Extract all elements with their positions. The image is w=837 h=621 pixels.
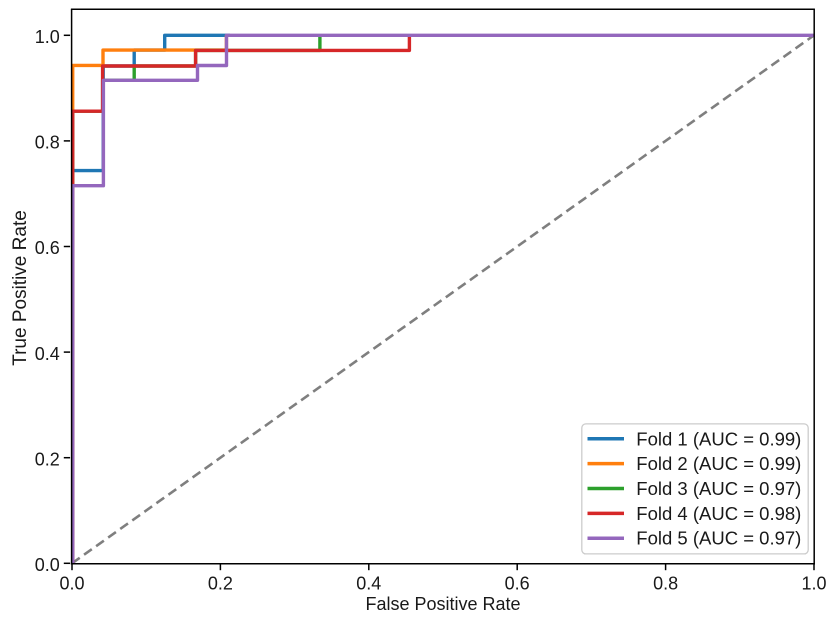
svg-text:0.2: 0.2 xyxy=(35,449,60,469)
svg-text:Fold 5 (AUC = 0.97): Fold 5 (AUC = 0.97) xyxy=(636,528,801,549)
svg-text:Fold 2 (AUC = 0.99): Fold 2 (AUC = 0.99) xyxy=(636,453,801,474)
svg-text:0.8: 0.8 xyxy=(35,133,60,153)
svg-text:0.0: 0.0 xyxy=(35,555,60,575)
svg-text:Fold 3 (AUC = 0.97): Fold 3 (AUC = 0.97) xyxy=(636,478,801,499)
svg-text:0.2: 0.2 xyxy=(208,573,233,593)
svg-text:Fold 1 (AUC = 0.99): Fold 1 (AUC = 0.99) xyxy=(636,428,801,449)
svg-text:0.6: 0.6 xyxy=(505,573,530,593)
svg-text:0.4: 0.4 xyxy=(35,344,60,364)
svg-text:0.8: 0.8 xyxy=(653,573,678,593)
svg-text:False Positive Rate: False Positive Rate xyxy=(365,594,520,614)
svg-text:1.0: 1.0 xyxy=(35,27,60,47)
svg-text:0.4: 0.4 xyxy=(356,573,381,593)
svg-text:Fold 4 (AUC = 0.98): Fold 4 (AUC = 0.98) xyxy=(636,503,801,524)
svg-text:0.6: 0.6 xyxy=(35,238,60,258)
svg-text:1.0: 1.0 xyxy=(801,573,826,593)
svg-text:0.0: 0.0 xyxy=(59,573,84,593)
svg-text:True Positive Rate: True Positive Rate xyxy=(10,210,31,366)
